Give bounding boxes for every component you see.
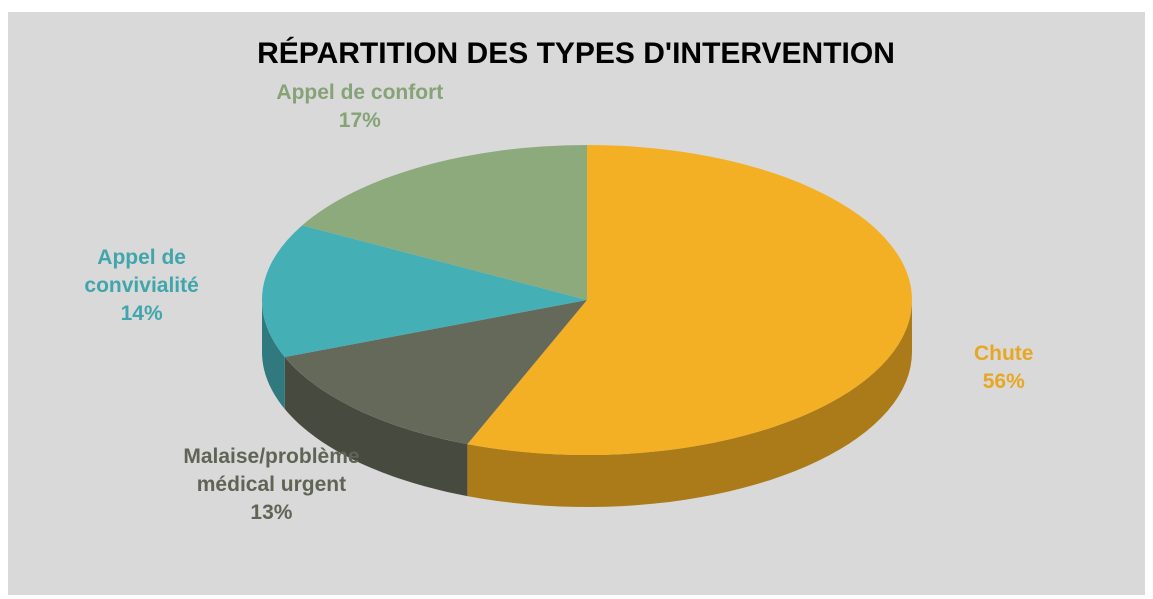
chart-title: RÉPARTITION DES TYPES D'INTERVENTION bbox=[257, 36, 895, 70]
data-label: Appel de convivialité 14% bbox=[42, 244, 242, 328]
pie-slice-side bbox=[262, 300, 285, 410]
pie-slice bbox=[284, 300, 587, 445]
pie-slice-side bbox=[467, 300, 912, 507]
data-label-name: Chute bbox=[973, 342, 1034, 366]
data-label-name: Malaise/problème médical urgent bbox=[183, 444, 360, 496]
data-label-value: 14% bbox=[120, 301, 163, 325]
data-label-name: Appel de confort bbox=[276, 80, 444, 104]
data-label-value: 17% bbox=[338, 108, 381, 132]
pie-slice bbox=[302, 145, 587, 300]
data-label-name: Appel de convivialité bbox=[84, 245, 199, 297]
pie-slice bbox=[467, 145, 912, 456]
data-label: Chute 56% bbox=[959, 340, 1049, 396]
data-label-value: 56% bbox=[982, 370, 1025, 394]
pie-slice bbox=[262, 225, 587, 358]
data-label: Malaise/problème médical urgent 13% bbox=[171, 443, 371, 527]
data-label: Appel de confort 17% bbox=[260, 79, 460, 135]
pie-slice-side bbox=[284, 357, 468, 497]
data-label-value: 13% bbox=[250, 500, 293, 524]
